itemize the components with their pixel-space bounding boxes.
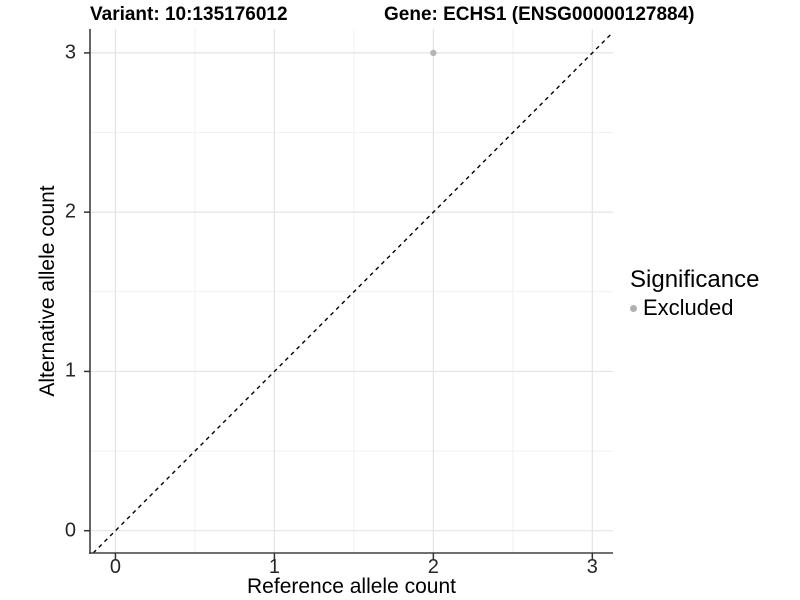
x-tick-label-0: 0: [109, 556, 121, 578]
legend-marker-dot-icon: [630, 304, 637, 312]
legend-item-excluded: Excluded: [630, 295, 759, 321]
x-axis-title: Reference allele count: [247, 575, 456, 598]
y-tick-label-1: 1: [64, 359, 76, 382]
y-tick-label-2: 2: [64, 200, 76, 223]
data-point-excluded: [430, 49, 437, 57]
x-tick-label-2: 2: [427, 556, 439, 578]
legend-title: Significance: [630, 266, 760, 293]
legend: Significance Excluded: [630, 266, 759, 321]
y-tick-label-0: 0: [64, 519, 76, 542]
x-tick-label-3: 3: [586, 556, 598, 578]
y-tick-label-3: 3: [64, 41, 76, 64]
plot-title-variant: Variant: 10:135176012: [90, 4, 288, 25]
legend-item-label: Excluded: [643, 295, 734, 320]
x-tick-label-1: 1: [268, 556, 280, 578]
plot-title-gene: Gene: ECHS1 (ENSG00000127884): [384, 4, 695, 25]
identity-dashed-line: [92, 31, 614, 554]
